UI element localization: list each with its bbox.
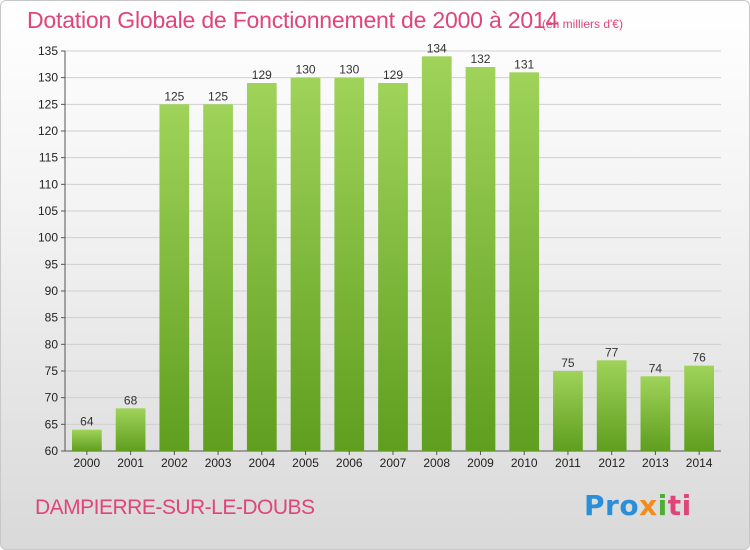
x-tick-label-2007: 2007 (380, 456, 407, 470)
y-tick-label: 85 (45, 311, 59, 325)
value-label-2007: 129 (383, 68, 403, 82)
x-tick-label-2003: 2003 (205, 456, 232, 470)
value-label-2009: 132 (470, 52, 490, 66)
chart-unit: (en milliers d'€) (542, 17, 623, 31)
bar-2014 (684, 365, 715, 451)
value-label-2001: 68 (124, 393, 138, 407)
bar-2007 (378, 83, 408, 451)
x-tick-label-2012: 2012 (598, 456, 625, 470)
bar-2008 (421, 56, 452, 451)
y-tick-label: 120 (38, 124, 58, 138)
y-tick-label: 110 (39, 177, 58, 191)
value-label-2008: 134 (427, 41, 447, 55)
chart-title: Dotation Globale de Fonctionnement de 20… (27, 7, 559, 33)
x-tick-label-2009: 2009 (467, 456, 494, 470)
bar-2001 (115, 408, 146, 451)
bar-2004 (246, 83, 277, 451)
y-tick-label: 75 (45, 364, 59, 378)
x-tick-label-2002: 2002 (161, 456, 188, 470)
bar-2006 (334, 77, 365, 452)
y-tick-label: 130 (38, 71, 58, 85)
proxiti-logo: Proxiti (584, 489, 692, 522)
y-tick-label: 100 (38, 231, 58, 245)
value-label-2012: 77 (605, 345, 619, 359)
value-label-2013: 74 (649, 361, 663, 375)
value-label-2003: 125 (208, 89, 228, 103)
value-label-2004: 129 (252, 68, 272, 82)
bar-2003 (203, 104, 233, 451)
value-label-2002: 125 (164, 89, 184, 103)
y-tick-label: 60 (45, 444, 59, 458)
value-label-2006: 130 (339, 63, 359, 77)
value-label-2005: 130 (296, 63, 316, 77)
y-tick-label: 90 (45, 284, 59, 298)
labels: 60 65 70 75 80 85 90 95 100 105 110 115 120 125 130 135… (38, 41, 713, 470)
value-label-2011: 75 (561, 356, 575, 370)
x-tick-label-2005: 2005 (292, 456, 319, 470)
x-tick-label-2006: 2006 (336, 456, 363, 470)
y-tick-label: 95 (45, 257, 59, 271)
value-label-2014: 76 (692, 351, 706, 365)
bar-2011 (553, 371, 583, 451)
y-tick-label: 125 (38, 97, 58, 111)
value-label-2000: 64 (80, 415, 94, 429)
bar-2002 (159, 104, 190, 451)
bar-2013 (640, 376, 671, 451)
x-tick-label-2008: 2008 (423, 456, 450, 470)
logo-part-3: i (657, 489, 668, 522)
logo-part-2: x (639, 489, 658, 522)
logo-part-4: ti (667, 489, 692, 522)
y-tick-label: 115 (39, 151, 58, 165)
x-tick-label-2000: 2000 (74, 456, 101, 470)
x-tick-label-2013: 2013 (642, 456, 669, 470)
bar-2000 (71, 429, 102, 451)
bar-2005 (290, 77, 321, 452)
y-tick-label: 105 (38, 204, 58, 218)
y-tick-label: 80 (45, 337, 59, 351)
x-tick-label-2010: 2010 (511, 456, 538, 470)
x-tick-label-2014: 2014 (686, 456, 713, 470)
y-tick-label: 135 (38, 44, 58, 58)
value-label-2010: 131 (514, 57, 534, 71)
commune-name: DAMPIERRE-SUR-LE-DOUBS (35, 496, 315, 519)
x-tick-label-2001: 2001 (117, 456, 144, 470)
y-tick-label: 70 (45, 391, 59, 405)
y-tick-label: 65 (45, 417, 59, 431)
bar-2012 (596, 360, 627, 451)
x-tick-label-2011: 2011 (555, 456, 581, 470)
bar-2010 (509, 72, 540, 451)
bar-2009 (465, 67, 496, 451)
logo-part-1: Pro (584, 489, 640, 522)
bars (71, 56, 715, 452)
x-tick-label-2004: 2004 (248, 456, 275, 470)
